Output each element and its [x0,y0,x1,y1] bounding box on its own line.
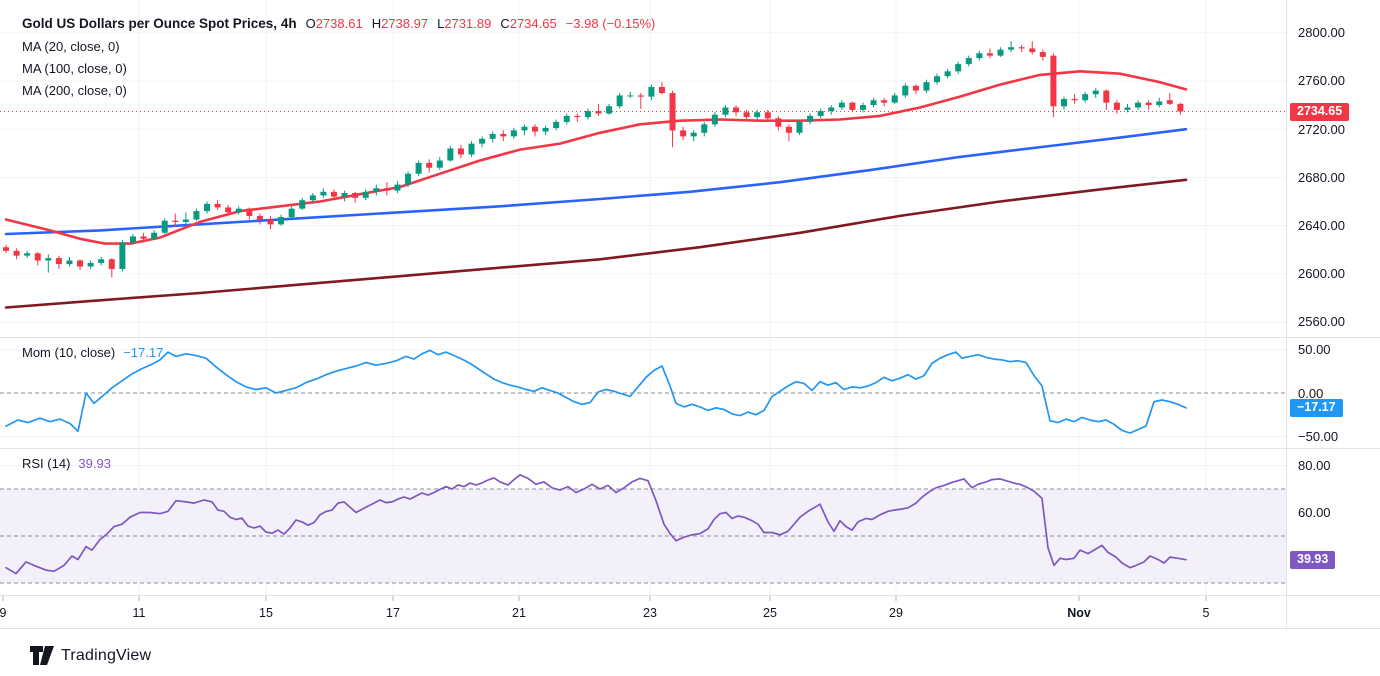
momentum-axis-label: −50.00 [1298,429,1339,444]
time-axis-label: 15 [259,606,273,620]
ohlc-high-label: H [371,16,382,31]
tradingview-branding[interactable]: TradingView [30,646,151,665]
price-axis-label: 2560.00 [1298,314,1345,330]
price-axis-label: 2640.00 [1298,218,1345,234]
time-axis-label: 29 [889,606,903,620]
ohlc-low-value: 2731.89 [444,16,492,31]
rsi-axis-label: 60.00 [1298,504,1331,520]
ohlc-open-value: 2738.61 [315,16,363,31]
legend-ma20[interactable]: MA (20, close, 0) [22,39,120,54]
tradingview-logo-text: TradingView [61,646,152,664]
momentum-value-badge: −17.17 [1290,398,1343,417]
price-axis-label: 2720.00 [1298,121,1345,137]
rsi-legend-value: 39.93 [78,456,111,471]
legend-ma200[interactable]: MA (200, close, 0) [22,83,127,98]
time-axis-label: 21 [512,606,526,620]
rsi-value-badge: 39.93 [1290,550,1336,569]
legend-ma100[interactable]: MA (100, close, 0) [22,61,127,76]
ma100-line [4,127,1188,236]
time-axis-label: Nov [1067,606,1091,620]
ohlc-low-label: L [437,16,445,31]
rsi-legend-label: RSI (14) [22,456,71,471]
momentum-axis-label: 0.00 [1298,385,1324,401]
ohlc-open-label: O [305,16,316,31]
time-axis-ticks [2,596,1207,601]
main-legend[interactable]: Gold US Dollars per Ounce Spot Prices, 4… [22,16,655,31]
last-price-badge: 2734.65 [1290,102,1350,121]
price-axis-label: 2680.00 [1298,169,1345,185]
time-axis-label: 11 [132,606,146,620]
change-value: −3.98 (−0.15%) [565,16,656,31]
momentum-legend[interactable]: Mom (10, close) −17.17 [22,345,163,360]
pane-separators [0,0,1380,629]
symbol-title: Gold US Dollars per Ounce Spot Prices, 4… [22,16,297,31]
tradingview-logo-icon [30,646,54,665]
ohlc-high-value: 2738.97 [381,16,429,31]
price-axis-label: 2800.00 [1298,25,1345,41]
rsi-legend[interactable]: RSI (14) 39.93 [22,456,111,471]
ohlc-close-value: 2734.65 [509,16,557,31]
time-axis-label: 25 [763,606,777,620]
ma200-line [4,178,1188,309]
horizontal-gridlines [0,32,1286,560]
momentum-line [5,349,1187,434]
ohlc-close-label: C [500,16,510,31]
price-axis-label: 2760.00 [1298,73,1345,89]
candlestick-series [3,41,1184,278]
time-axis-label: 23 [643,606,657,620]
momentum-axis-label: 50.00 [1298,341,1331,357]
price-axis[interactable]: 2800.00 2760.00 2720.00 2680.00 2640.00 2600.… [0,0,1380,628]
rsi-line [5,474,1187,575]
dashed-levels [0,392,1286,584]
time-axis-label: 17 [386,606,400,620]
ma20-line [4,70,1188,245]
momentum-legend-label: Mom (10, close) [22,345,116,360]
momentum-legend-value: −17.17 [123,345,164,360]
time-axis-label: 5 [1202,606,1210,620]
rsi-axis-label: 80.00 [1298,457,1331,473]
price-axis-label: 2600.00 [1298,266,1345,282]
time-axis-label: 9 [0,606,7,620]
